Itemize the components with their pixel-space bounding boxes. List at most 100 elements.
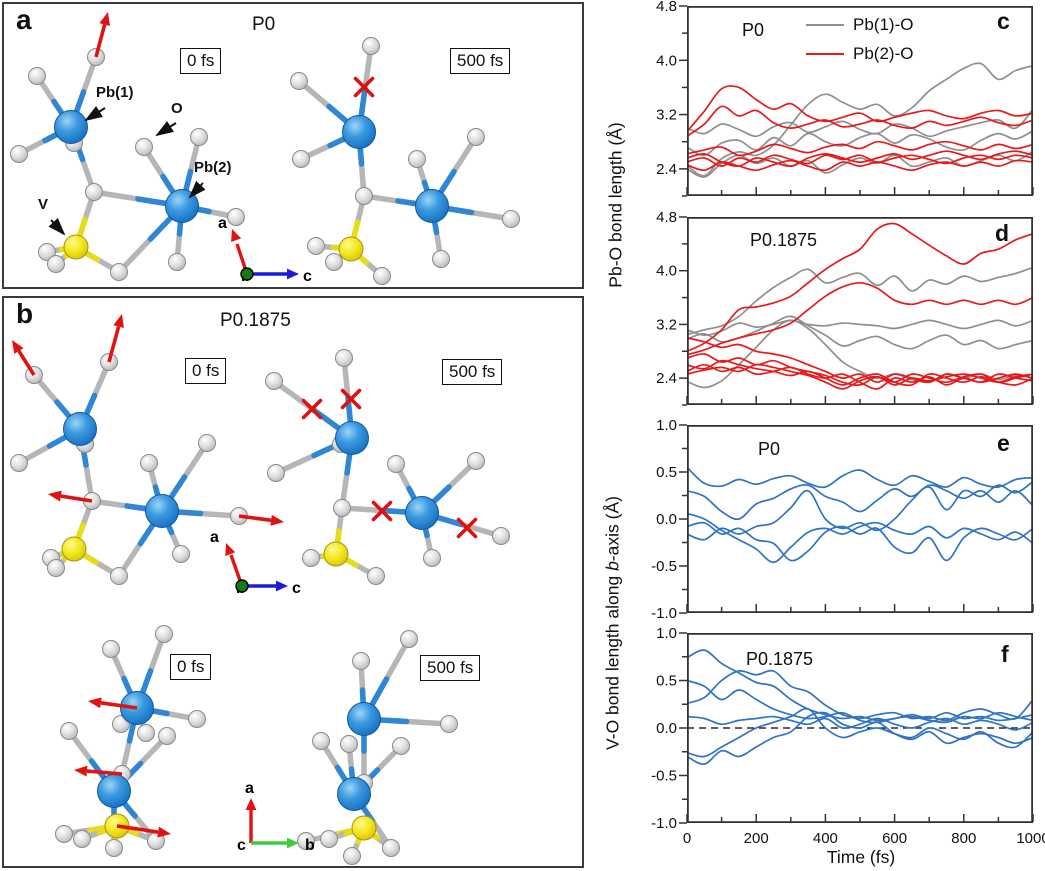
chart-c-legend: Pb(1)-O Pb(2)-O [806,10,913,68]
oxygen-atom [10,454,28,472]
frame-time-0fs: 0 fs [185,358,227,384]
series-lines [687,222,1033,390]
lead-atom [337,777,371,811]
oxygen-atom [137,724,155,742]
y-tick-label: -0.5 [651,768,677,785]
plot-frame [686,632,1034,823]
oxygen-atom [38,243,56,261]
y-axis-title-vo: V-O bond length along b-axis (Å) [602,496,623,750]
series-line [687,266,1033,336]
axis-b-label: b [305,837,315,854]
oxygen-atom [297,832,315,850]
series-line [687,159,1033,172]
oxygen-atom [343,847,361,865]
panel-letter-b: b [16,298,34,329]
oxygen-atom [387,455,405,473]
vanadium-atom [351,815,377,841]
y-tick-label: 0.5 [656,673,677,690]
oxygen-atom [110,567,128,585]
panel-letter-a: a [16,4,32,35]
chart-e-letter: e [997,430,1010,456]
y-tick-label: 4.0 [656,263,677,280]
y-axis-title-pbo: Pb-O bond length (Å) [605,122,626,288]
oxygen-atom [440,715,458,733]
frame-time-0fs: 0 fs [170,654,212,680]
series-lines [687,62,1033,178]
series-line [687,154,1033,167]
molecule-diagram-p0: b a c [10,12,520,285]
x-tick-label: 0 [683,830,691,847]
lead-atom [145,494,179,528]
molecule-diagram-p01875: b a c a b c [10,314,510,865]
atom-label-v: V [38,196,49,213]
atom-label-arrows [48,106,206,236]
legend-label-pb2-o: Pb(2)-O [853,43,914,63]
panel-b-title: P0.1875 [220,310,291,331]
legend-line-red [806,52,844,55]
plot-frame [686,424,1034,613]
series-line [687,711,1033,765]
oxygen-atom [352,652,370,670]
axis-ticks [679,632,1034,824]
oxygen-atom [47,255,65,273]
axis-gizmo-ac-mid: b a c [210,529,301,597]
y-tick-label: 0.5 [656,464,677,481]
lead-atom [342,115,376,149]
oxygen-atom [382,839,400,857]
molecule [297,630,458,865]
oxygen-atom [292,150,310,168]
chart-e-title: P0 [758,439,781,459]
y-tick-label: -0.5 [651,558,677,575]
oxygen-atom [312,732,330,750]
oxygen-atom [335,349,353,367]
oxygen-atom [307,237,325,255]
atom-label-pb1: Pb(1) [96,84,134,101]
oxygen-atom [10,145,28,163]
axis-ticks [679,424,1034,614]
axis-a-label: a [218,215,227,232]
series-line [687,353,1033,386]
molecule [265,349,510,585]
panel-b-structures: b a c a b c b P0.1875 0 fs 500 fs 0 fs 5… [2,296,584,868]
x-tick-label: 600 [882,830,907,847]
oxygen-atom [333,499,351,517]
oxygen-atom [302,549,320,567]
chart-vo-p01875: -1.0 -0.5 0.0 0.5 1.0 0 200 400 600 800 1000 [651,625,1045,847]
plot-frame [686,216,1034,405]
x-tick-label: 400 [813,830,838,847]
legend-label-pb1-o: Pb(1)-O [853,14,914,34]
axis-gizmo-ab-bottom: a b c [237,780,315,854]
frame-time-500fs: 500 fs [442,359,503,385]
y-tick-label: 0.0 [656,720,677,737]
y-tick-label: 3.2 [656,316,677,333]
oxygen-atom [325,253,343,271]
oxygen-atom [73,830,91,848]
oxygen-atom [158,727,176,745]
series-line [687,105,1033,138]
oxygen-atom [362,37,380,55]
series-line [687,679,1033,724]
series-line [687,363,1033,390]
series-line [687,337,1033,384]
axis-c-label: c [303,268,312,285]
series-line [687,85,1033,133]
y-tick-label: 1.0 [656,625,677,642]
y-tick-label: 3.2 [656,107,677,124]
oxygen-atom [60,722,78,740]
lead-atom [54,110,88,144]
oxygen-atom [408,150,426,168]
y-tick-label: 2.4 [656,370,677,387]
chart-d-title: P0.1875 [750,230,818,250]
oxygen-atom [172,545,190,563]
series-line [687,512,1033,564]
y-tick-label: 4.8 [656,209,677,226]
series-line [687,707,1033,758]
axis-b-dot [235,579,249,593]
y-tick-label: -1.0 [651,815,677,832]
legend-item-pb1-o: Pb(1)-O [806,10,913,39]
chart-d-letter: d [995,220,1010,246]
atom-label-o: O [171,100,183,117]
axis-a-label: a [245,780,254,797]
y-tick-label: -1.0 [651,605,677,622]
